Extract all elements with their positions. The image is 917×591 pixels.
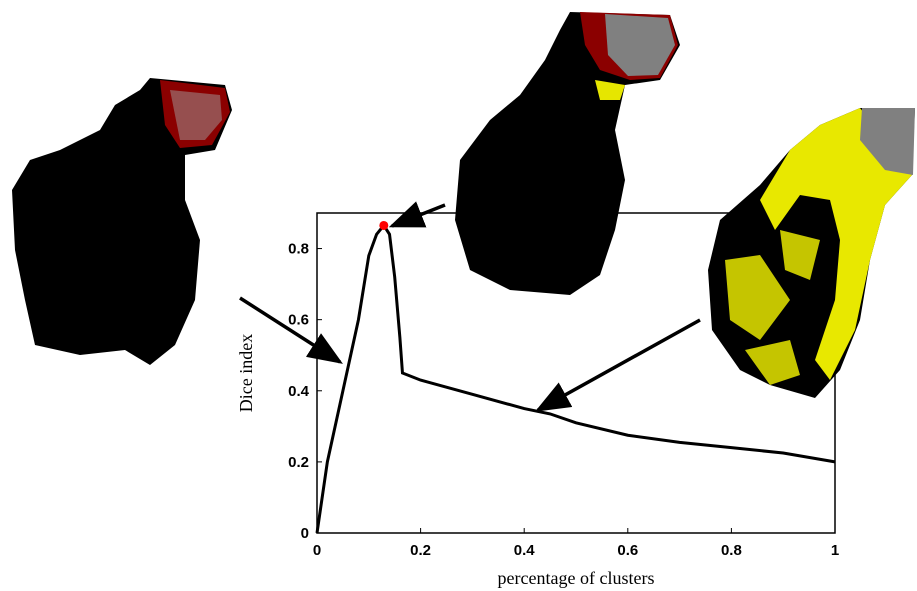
data-line	[315, 222, 836, 534]
y-tick-label: 0	[301, 525, 309, 542]
y-axis-label: Dice index	[236, 334, 256, 412]
x-tick-label: 0.4	[514, 542, 536, 559]
plot-area: percentage of clusters Dice index 0 0.2 0.…	[236, 212, 839, 588]
y-tick-label: 0.4	[288, 383, 310, 400]
highlight-point	[379, 220, 389, 230]
image-middle	[455, 12, 680, 295]
x-tick-label: 0.8	[721, 542, 742, 559]
y-tick-label: 0.2	[288, 454, 309, 471]
x-tick-label: 0	[313, 542, 321, 559]
y-tick-label: 0.6	[288, 312, 309, 329]
y-tick-label: 0.8	[288, 241, 309, 258]
image-left	[12, 78, 232, 365]
x-tick-label: 1	[831, 542, 839, 559]
x-tick-label: 0.6	[617, 542, 638, 559]
x-axis-label: percentage of clusters	[498, 568, 655, 588]
image-right	[708, 108, 915, 398]
x-tick-label: 0.2	[410, 542, 431, 559]
arrows	[239, 201, 701, 412]
